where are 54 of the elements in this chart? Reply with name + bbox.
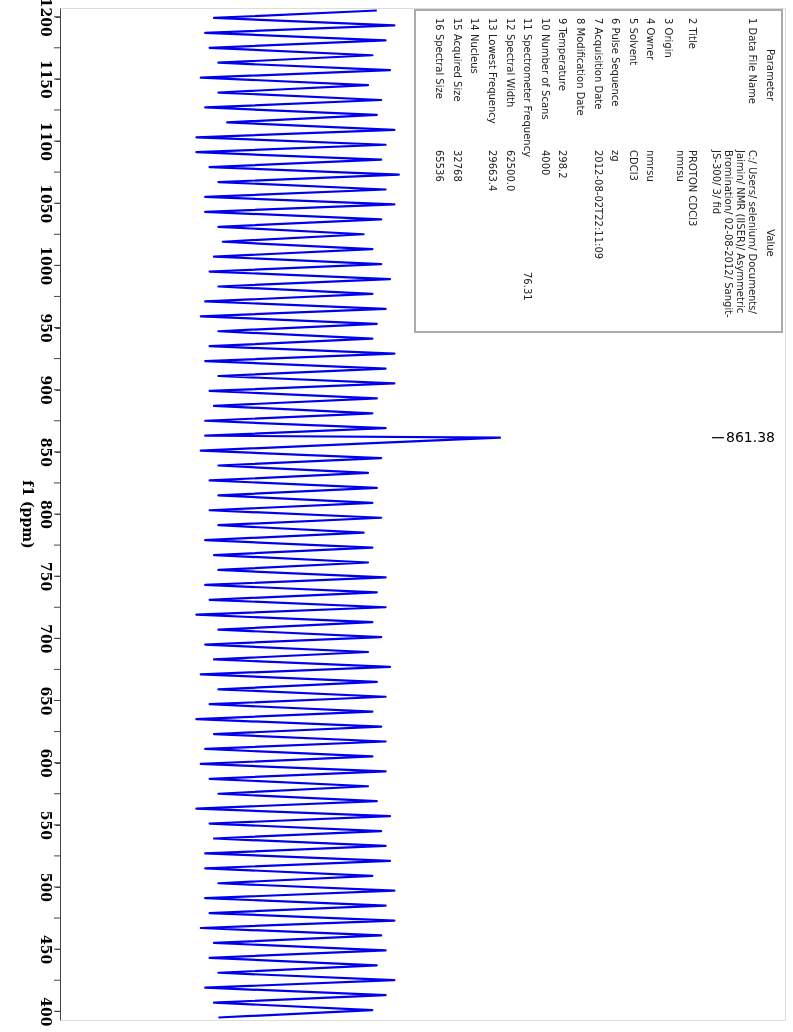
text: 11 Spectrometer Frequency — [522, 18, 534, 158]
text: 62500.0 — [504, 150, 516, 192]
text: CDCl3 — [627, 150, 639, 181]
annotation: 29663.4 — [487, 150, 498, 192]
text: 10 Number of Scans — [539, 18, 551, 120]
text: nmrsu — [645, 150, 657, 182]
y-tick-label: 1150 — [37, 59, 54, 100]
text: 861.38 — [726, 428, 775, 445]
y-tick-label: 750 — [37, 562, 54, 592]
annotation: 16 Spectral Size — [434, 18, 446, 99]
text: Bromination/ 02-08-2012/ Sangit- — [723, 150, 734, 319]
y-tick-label: 550 — [37, 810, 54, 841]
y-tick-label: 900 — [37, 375, 54, 406]
text: 298.2 — [557, 150, 569, 179]
y-axis-title: f1 (ppm) — [19, 480, 36, 549]
text: 12 Spectral Width — [504, 18, 516, 108]
text: zg — [610, 150, 622, 162]
text: Parameter — [765, 48, 776, 102]
y-tick-label: 500 — [37, 872, 54, 903]
y-tick-label: 950 — [37, 313, 54, 343]
text: Jaimin/ NMR (IISER)/ Asymmetric — [735, 149, 746, 314]
annotation: 14 Nucleus — [469, 18, 481, 74]
annotation: 32768 — [451, 150, 463, 182]
text: 7 Acquisition Date — [592, 18, 604, 110]
text: 2012-08-02T22:11:09 — [592, 150, 604, 260]
y-tick-label: 800 — [37, 499, 54, 530]
y-tick-label: 850 — [37, 437, 54, 468]
text: 8 Modification Date — [575, 18, 586, 116]
text: 76.31 — [522, 272, 534, 301]
y-tick-label: 450 — [37, 935, 54, 965]
text: 6 Pulse Sequence — [610, 18, 622, 107]
text: 5 Solvent — [627, 18, 639, 66]
annotation: 15 Acquired Size — [451, 18, 463, 102]
y-tick-label: 1200 — [37, 0, 54, 37]
y-tick-label: 1000 — [37, 246, 54, 286]
text: PROTON CDCl3 — [687, 150, 698, 227]
text: 3 Origin — [663, 18, 674, 58]
annotation: 65536 — [434, 150, 446, 182]
text: JS-300/ 3/ fid — [711, 149, 722, 215]
annotation: 13 Lowest Frequency — [487, 18, 498, 124]
text: 4 Owner — [645, 18, 657, 62]
text: 9 Temperature — [557, 18, 569, 91]
text: Value — [765, 229, 776, 257]
text: C:/ Users/ selenium/ Documents/ — [747, 150, 758, 315]
text: nmrsu — [675, 150, 686, 182]
y-tick-label: 650 — [37, 686, 54, 716]
y-tick-label: 400 — [37, 997, 54, 1027]
y-tick-label: 600 — [37, 748, 54, 779]
text: 1 Data File Name — [747, 18, 758, 105]
y-tick-label: 700 — [37, 624, 54, 654]
y-tick-label: 1050 — [37, 184, 54, 224]
y-tick-label: 1100 — [37, 122, 54, 162]
text: 4000 — [539, 150, 551, 176]
text: 2 Title — [687, 18, 698, 49]
